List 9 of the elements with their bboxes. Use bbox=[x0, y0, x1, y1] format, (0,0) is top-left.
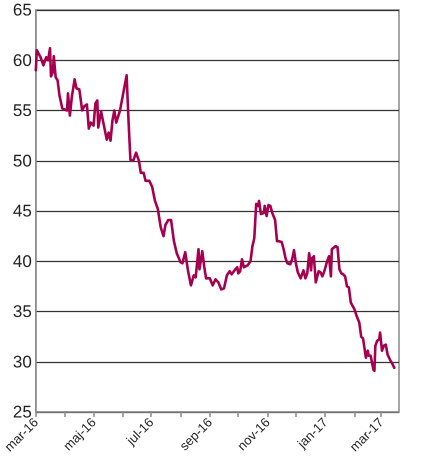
y-tick-label: 50 bbox=[12, 151, 32, 170]
y-tick-label: 35 bbox=[12, 302, 32, 321]
y-tick-label: 30 bbox=[12, 352, 32, 372]
y-tick-label: 65 bbox=[12, 0, 32, 20]
y-tick-label: 60 bbox=[12, 50, 32, 70]
y-tick-label: 40 bbox=[12, 252, 32, 271]
line-series bbox=[34, 46, 396, 372]
y-tick-label: 55 bbox=[12, 101, 32, 120]
y-tick-label: 45 bbox=[12, 202, 32, 220]
